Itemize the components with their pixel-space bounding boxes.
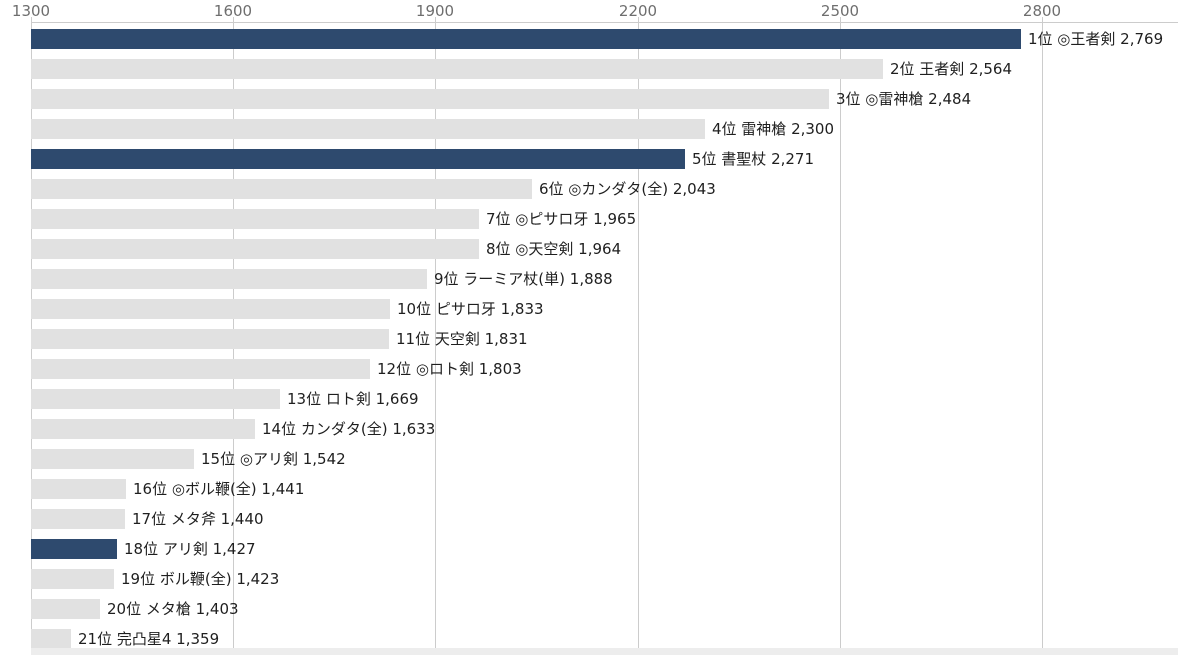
x-axis-tick-label: 2500 [820,2,860,20]
bar-label: 8位 ◎天空剣 1,964 [486,240,622,258]
bar [31,419,255,439]
bar [31,149,685,169]
x-axis-tick-label: 1900 [415,2,455,20]
bar [31,569,114,589]
bar [31,299,390,319]
bar-label: 14位 カンダタ(全) 1,633 [262,420,436,438]
bar [31,329,389,349]
gridline [435,17,436,655]
x-axis-tick-label: 1600 [213,2,253,20]
bar [31,179,532,199]
bar-label: 11位 天空剣 1,831 [396,330,528,348]
x-axis-tick-label: 2200 [618,2,658,20]
bar [31,269,427,289]
gridline [1042,17,1043,655]
bar-label: 9位 ラーミア杖(単) 1,888 [434,270,613,288]
bar [31,239,479,259]
bar [31,59,883,79]
bar-label: 20位 メタ槍 1,403 [107,600,239,618]
bar-label: 3位 ◎雷神槍 2,484 [836,90,972,108]
bar-label: 2位 王者剣 2,564 [890,60,1013,78]
bar-label: 18位 アリ剣 1,427 [124,540,256,558]
x-axis-line [31,22,1178,23]
bar-label: 4位 雷神槍 2,300 [712,120,835,138]
bar-label: 17位 メタ斧 1,440 [132,510,264,528]
x-axis-tick-label: 2800 [1022,2,1062,20]
bar [31,389,280,409]
bar-label: 13位 ロト剣 1,669 [287,390,419,408]
gridline [638,17,639,655]
bar-label: 10位 ピサロ牙 1,833 [397,300,544,318]
bar [31,359,370,379]
bar-label: 1位 ◎王者剣 2,769 [1028,30,1164,48]
bar [31,509,125,529]
gridline [840,17,841,655]
bar [31,539,117,559]
bar [31,449,194,469]
bar-label: 6位 ◎カンダタ(全) 2,043 [539,180,716,198]
bar-label: 15位 ◎アリ剣 1,542 [201,450,346,468]
bar [31,599,100,619]
bar [31,89,829,109]
x-axis-tick-label: 1300 [11,2,51,20]
bar [31,209,479,229]
bar-label: 12位 ◎ロト剣 1,803 [377,360,522,378]
bar-label: 5位 書聖杖 2,271 [692,150,815,168]
bar [31,479,126,499]
bar-label: 7位 ◎ピサロ牙 1,965 [486,210,637,228]
bar [31,29,1021,49]
bar-label: 19位 ボル鞭(全) 1,423 [121,570,280,588]
bottom-band [31,648,1178,655]
bar [31,629,71,649]
bar-label: 21位 完凸星4 1,359 [78,630,220,648]
bar [31,119,705,139]
bar-label: 16位 ◎ボル鞭(全) 1,441 [133,480,305,498]
